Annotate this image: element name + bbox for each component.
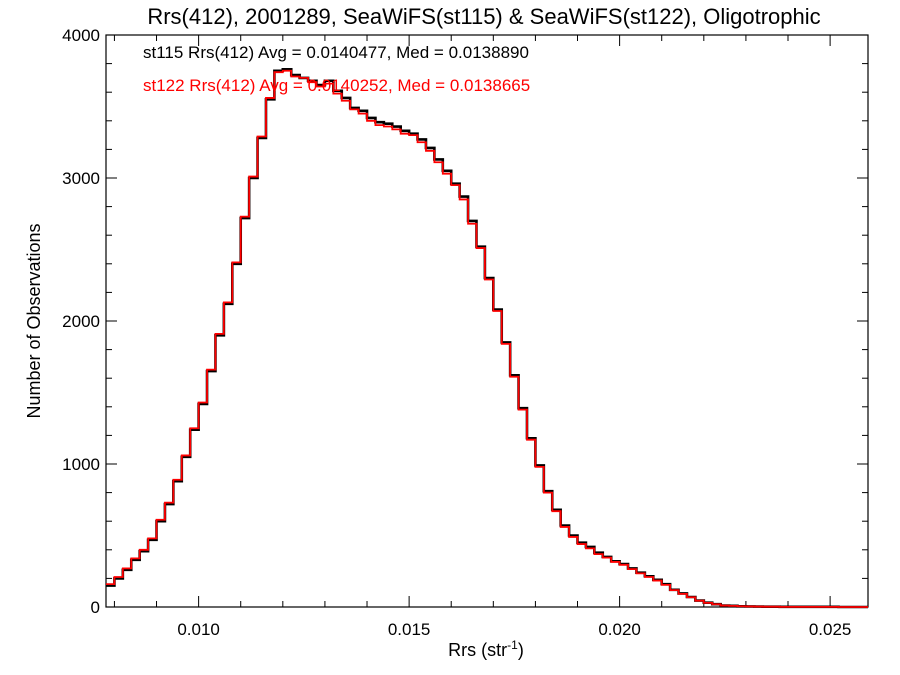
axis-ticks: 0.010 0.015 0.020 0.025 0 1000 2000 3000 4000 [62,26,868,639]
plot-frame [105,34,869,608]
x-tick-label: 0.025 [809,620,852,639]
chart-title: Rrs(412), 2001289, SeaWiFS(st115) & SeaW… [147,4,820,29]
y-tick-label: 4000 [62,26,100,45]
x-axis-label-main: Rrs (str [448,640,507,660]
y-tick-label: 0 [91,598,100,617]
x-tick-label: 0.015 [388,620,431,639]
series-annotation-st115: st115 Rrs(412) Avg = 0.0140477, Med = 0.… [143,43,529,62]
x-axis-label: Rrs (str-1) [448,638,524,660]
x-tick-label: 0.010 [177,620,220,639]
series-line-st122 [106,69,868,608]
y-axis-label: Number of Observations [24,223,44,418]
series-layer [106,68,868,609]
y-tick-label: 3000 [62,169,100,188]
y-tick-label: 2000 [62,312,100,331]
x-axis-label-suffix: ) [518,640,524,660]
series-annotation-st122: st122 Rrs(412) Avg = 0.0140252, Med = 0.… [143,76,530,95]
series-line-st115 [106,68,868,609]
x-axis-label-superscript: -1 [507,638,518,652]
y-tick-label: 1000 [62,455,100,474]
x-tick-label: 0.020 [598,620,641,639]
